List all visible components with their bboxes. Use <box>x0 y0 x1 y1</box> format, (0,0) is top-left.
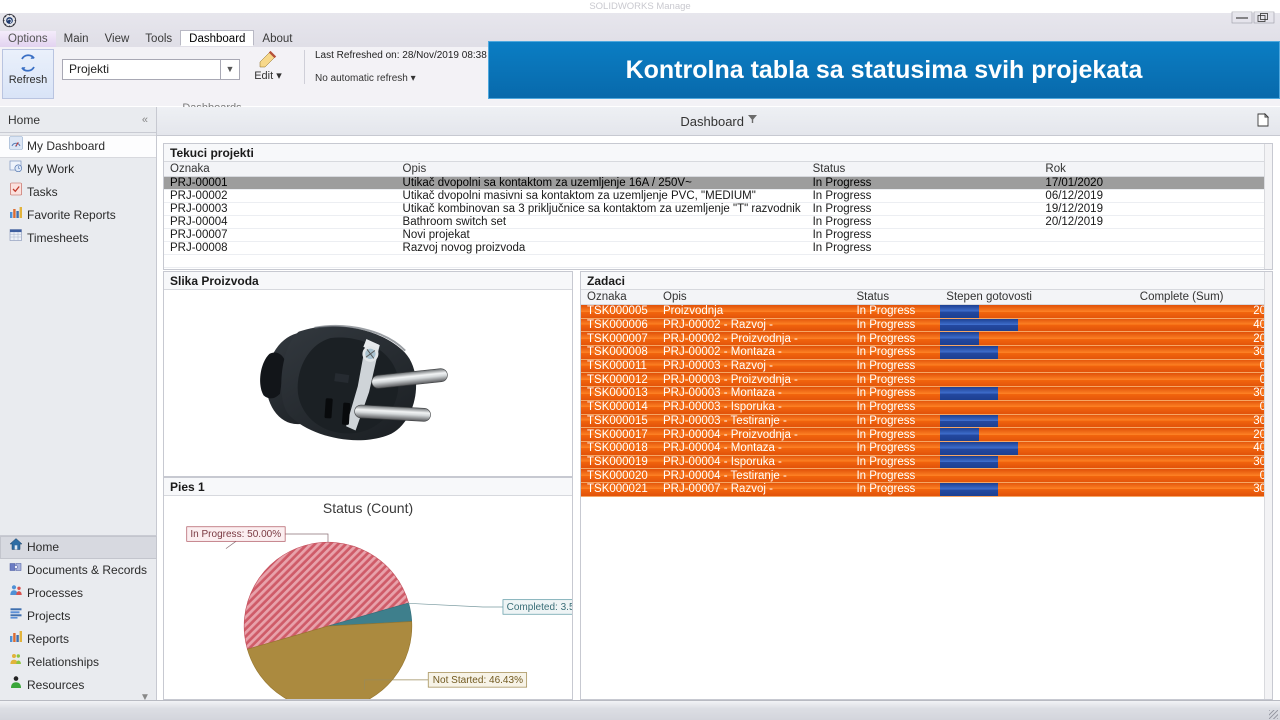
svg-text:Not Started: 46.43%: Not Started: 46.43% <box>433 675 523 686</box>
svg-text:In Progress: 50.00%: In Progress: 50.00% <box>190 529 281 540</box>
svg-text:Completed: 3.57%: Completed: 3.57% <box>507 602 573 613</box>
